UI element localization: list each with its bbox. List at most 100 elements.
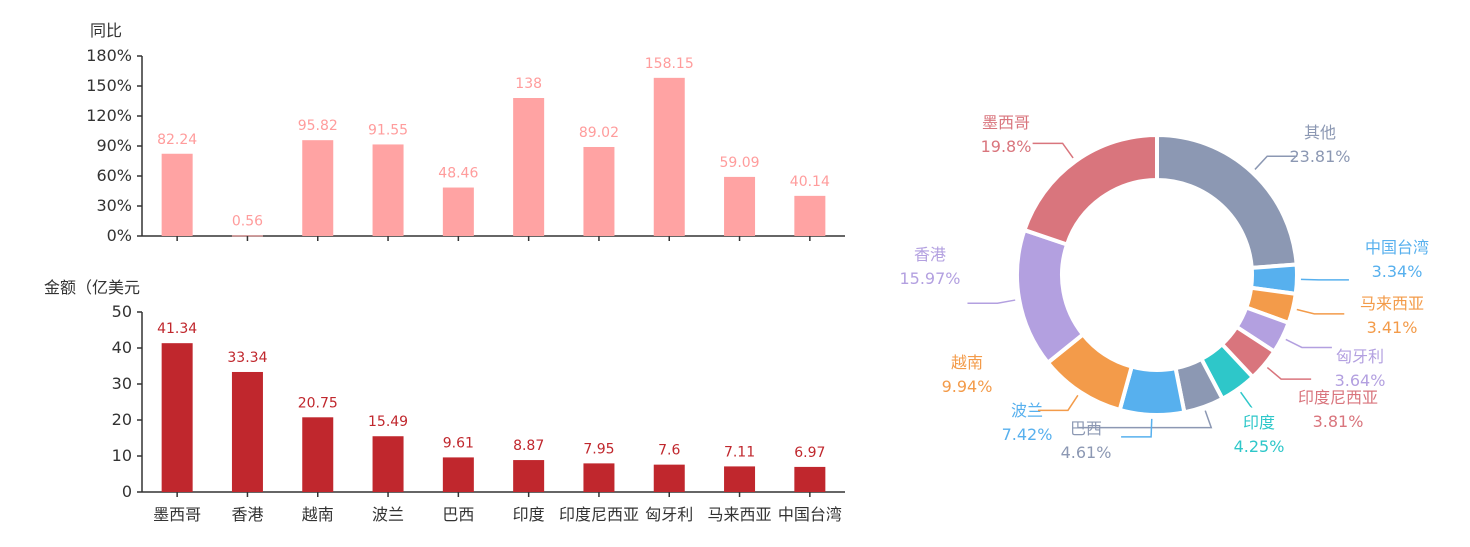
leader-line-6 xyxy=(1078,410,1213,429)
y-axis-title-0: 同比 xyxy=(90,21,122,40)
data-label: 7.95 xyxy=(583,441,614,457)
x-tick-label: 波兰 xyxy=(372,505,404,524)
leader-line-8 xyxy=(1037,394,1079,412)
slice-name-label: 香港 xyxy=(914,245,946,264)
x-tick-label: 马来西亚 xyxy=(708,505,772,524)
y-tick-label: 60% xyxy=(96,166,132,185)
bar-1-0 xyxy=(161,343,193,492)
x-tick-label: 香港 xyxy=(231,505,263,524)
slice-percent-label: 19.8% xyxy=(981,137,1032,156)
leader-line-9 xyxy=(967,299,1016,304)
x-tick-label: 印度尼西亚 xyxy=(559,505,639,524)
slice-name-label: 印度 xyxy=(1243,413,1275,432)
y-axis-title-1: 金额（亿美元 xyxy=(44,278,140,297)
bar-1-8 xyxy=(724,466,756,492)
y-tick-label: 90% xyxy=(96,136,132,155)
data-label: 0.56 xyxy=(232,213,263,229)
slice-name-label: 波兰 xyxy=(1011,401,1043,420)
data-label: 15.49 xyxy=(368,414,408,430)
bar-0-6 xyxy=(583,146,615,236)
y-tick-label: 0 xyxy=(122,482,132,501)
slice-percent-label: 4.61% xyxy=(1061,443,1112,462)
y-tick-label: 30 xyxy=(112,374,132,393)
slice-percent-label: 15.97% xyxy=(899,269,960,288)
x-tick-label: 越南 xyxy=(302,505,334,524)
bar-0-1 xyxy=(231,235,263,237)
y-tick-label: 30% xyxy=(96,196,132,215)
y-tick-label: 40 xyxy=(112,338,132,357)
slice-name-label: 印度尼西亚 xyxy=(1298,388,1378,407)
data-label: 41.34 xyxy=(157,321,197,337)
donut-slice-0 xyxy=(1155,132,1299,271)
leader-line-2 xyxy=(1296,308,1345,315)
slice-percent-label: 3.41% xyxy=(1367,318,1418,337)
x-tick-label: 印度 xyxy=(513,505,545,524)
data-label: 158.15 xyxy=(645,56,694,72)
data-label: 82.24 xyxy=(157,132,197,148)
x-tick-label: 匈牙利 xyxy=(645,505,693,524)
data-label: 59.09 xyxy=(720,155,760,171)
data-label: 6.97 xyxy=(794,445,825,461)
leader-line-3 xyxy=(1285,338,1332,349)
slice-name-label: 其他 xyxy=(1304,123,1336,142)
leader-line-5 xyxy=(1240,391,1253,408)
bar-1-6 xyxy=(583,463,615,492)
y-tick-label: 120% xyxy=(86,106,132,125)
x-tick-label: 中国台湾 xyxy=(778,505,842,524)
slice-name-label: 墨西哥 xyxy=(982,113,1030,132)
data-label: 33.34 xyxy=(227,350,267,366)
data-label: 95.82 xyxy=(298,118,338,134)
data-label: 48.46 xyxy=(438,166,478,182)
bar-1-3 xyxy=(372,436,404,492)
slice-percent-label: 3.34% xyxy=(1372,262,1423,281)
slice-percent-label: 4.25% xyxy=(1234,437,1285,456)
bar-0-9 xyxy=(794,195,826,236)
slice-percent-label: 3.64% xyxy=(1335,371,1386,390)
x-tick-label: 墨西哥 xyxy=(153,505,201,524)
data-label: 40.14 xyxy=(790,174,830,190)
y-tick-label: 10 xyxy=(112,446,132,465)
data-label: 20.75 xyxy=(298,395,338,411)
slice-name-label: 越南 xyxy=(951,353,983,372)
bar-0-2 xyxy=(302,140,334,236)
y-tick-label: 50 xyxy=(112,302,132,321)
bar-0-8 xyxy=(724,176,756,236)
x-tick-label: 巴西 xyxy=(442,505,474,524)
slice-name-label: 巴西 xyxy=(1070,419,1102,438)
slice-percent-label: 3.81% xyxy=(1313,412,1364,431)
data-label: 7.6 xyxy=(658,443,680,459)
bar-1-5 xyxy=(513,460,545,492)
data-label: 89.02 xyxy=(579,125,619,141)
bar-1-7 xyxy=(653,464,685,492)
leader-line-1 xyxy=(1300,278,1349,281)
slice-name-label: 马来西亚 xyxy=(1360,294,1424,313)
slice-name-label: 匈牙利 xyxy=(1336,347,1384,366)
bar-0-0 xyxy=(161,153,193,236)
y-tick-label: 20 xyxy=(112,410,132,429)
leader-line-7 xyxy=(1121,418,1153,438)
slice-name-label: 中国台湾 xyxy=(1365,238,1429,257)
bar-0-3 xyxy=(372,144,404,236)
bar-0-4 xyxy=(442,187,474,236)
bar-1-4 xyxy=(442,457,474,492)
donut-slice-9 xyxy=(1015,227,1086,366)
slice-percent-label: 23.81% xyxy=(1289,147,1350,166)
bar-0-7 xyxy=(653,77,685,236)
slice-percent-label: 7.42% xyxy=(1002,425,1053,444)
bar-1-2 xyxy=(302,417,334,492)
leader-line-0 xyxy=(1254,155,1298,170)
bar-1-1 xyxy=(231,371,263,492)
bar-1-9 xyxy=(794,466,826,492)
donut-slice-10 xyxy=(1021,132,1159,248)
y-tick-label: 150% xyxy=(86,76,132,95)
data-label: 8.87 xyxy=(513,438,544,454)
data-label: 138 xyxy=(515,76,542,92)
bar-0-5 xyxy=(513,98,545,236)
y-tick-label: 180% xyxy=(86,46,132,65)
data-label: 7.11 xyxy=(724,444,755,460)
leader-line-10 xyxy=(1032,142,1074,159)
leader-line-4 xyxy=(1266,366,1312,380)
data-label: 91.55 xyxy=(368,122,408,138)
y-tick-label: 0% xyxy=(107,226,132,245)
